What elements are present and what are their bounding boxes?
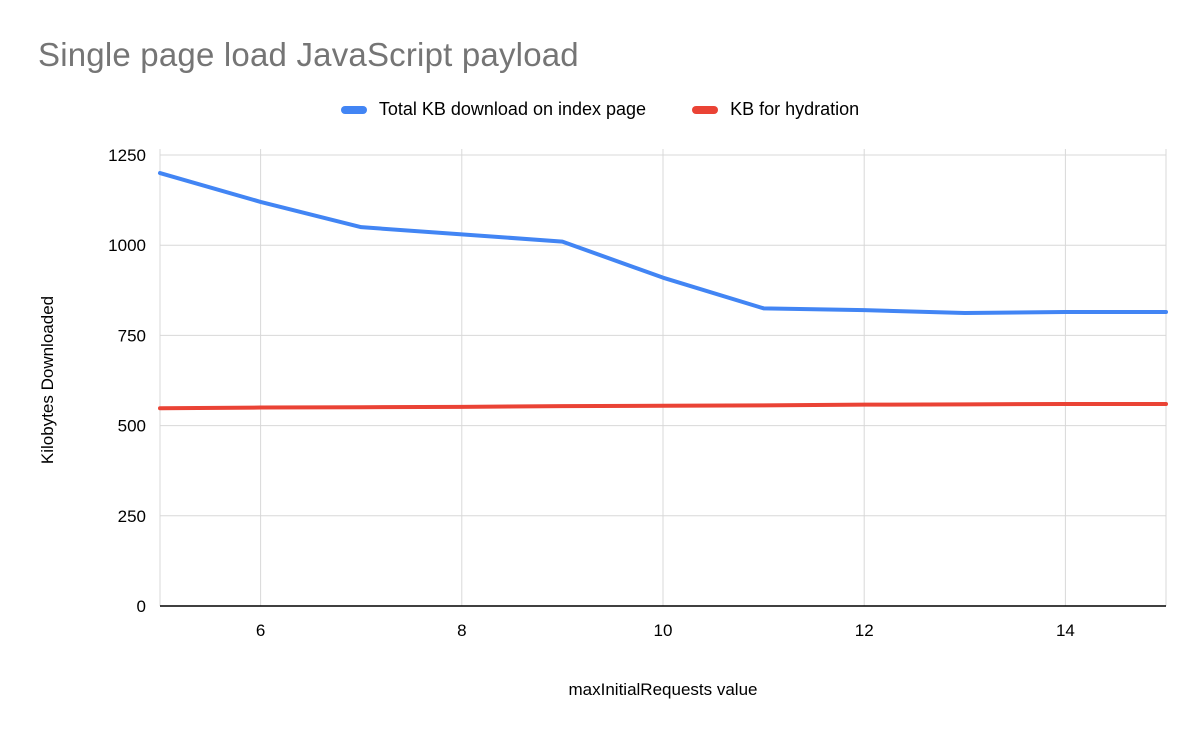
y-tick-label: 500	[118, 417, 146, 436]
series-line-0	[158, 171, 1168, 316]
chart-title: Single page load JavaScript payload	[38, 36, 579, 73]
y-tick-label: 0	[137, 597, 146, 616]
y-tick-label: 1000	[108, 236, 146, 255]
x-tick-label: 8	[457, 621, 466, 640]
x-tick-label: 14	[1056, 621, 1075, 640]
legend-label-hydration: KB for hydration	[730, 99, 860, 119]
legend-label-total-kb: Total KB download on index page	[378, 99, 647, 119]
y-tick-label: 250	[118, 507, 146, 526]
x-axis-title: maxInitialRequests value	[568, 680, 758, 699]
y-axis-title: Kilobytes Downloaded	[38, 295, 57, 465]
chart-legend: Total KB download on index page KB for h…	[0, 99, 1200, 120]
y-tick-label: 1250	[108, 146, 146, 165]
legend-swatch-red	[692, 105, 719, 114]
legend-swatch-blue	[340, 105, 367, 114]
series-line-1	[158, 401, 1168, 411]
x-tick-label: 6	[256, 621, 265, 640]
legend-item-hydration: KB for hydration	[692, 99, 859, 120]
x-tick-label: 12	[855, 621, 874, 640]
y-tick-label: 750	[118, 326, 146, 345]
x-tick-label: 10	[654, 621, 673, 640]
legend-item-total-kb: Total KB download on index page	[340, 99, 647, 120]
